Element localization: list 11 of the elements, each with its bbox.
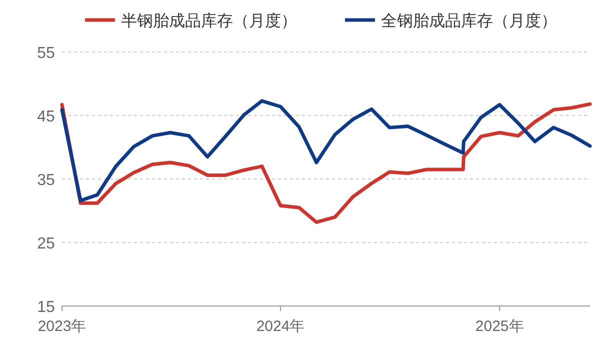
x-tick-label: 2024年 xyxy=(256,318,305,335)
legend-label: 全钢胎成品库存（月度） xyxy=(381,12,557,30)
x-tick-label: 2025年 xyxy=(475,318,524,335)
legend-label: 半钢胎成品库存（月度） xyxy=(121,12,297,30)
x-tick-label: 2023年 xyxy=(38,318,86,335)
line-series xyxy=(60,99,592,202)
y-tick-label: 45 xyxy=(37,108,55,126)
y-tick-label: 15 xyxy=(37,299,55,316)
y-tick-label: 25 xyxy=(37,236,55,252)
y-tick-label: 55 xyxy=(37,45,55,62)
y-tick-label: 35 xyxy=(37,172,55,189)
